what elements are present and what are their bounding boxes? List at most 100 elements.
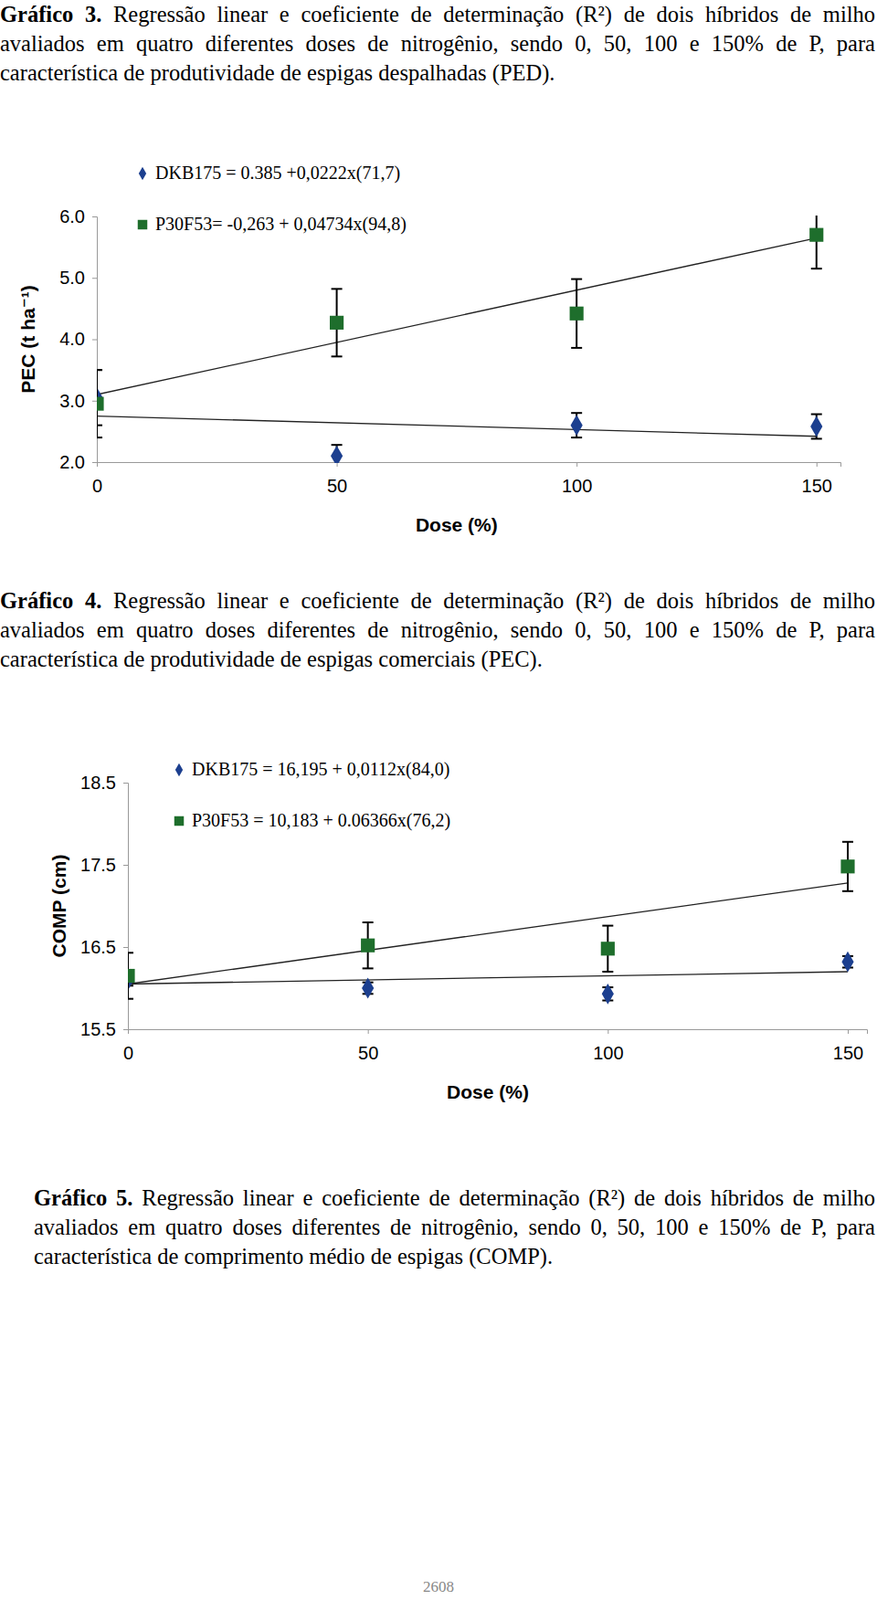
legend-marker — [174, 816, 184, 826]
x-tick-label: 0 — [123, 1043, 134, 1064]
y-tick-mark — [92, 339, 97, 341]
error-bar-cap — [570, 278, 582, 281]
error-bar-cap — [96, 436, 103, 439]
error-bar-cap — [842, 890, 854, 893]
marker — [601, 941, 615, 956]
error-bar — [570, 412, 582, 438]
caption-text: Regressão linear e coeficiente de determ… — [0, 588, 876, 672]
y-tick-mark — [123, 782, 128, 784]
x-tick-mark — [607, 1029, 609, 1035]
y-axis: 2.0 3.0 4.0 5.0 6.0 — [59, 206, 97, 473]
y-tick-mark — [92, 277, 97, 279]
caption-label: Gráfico 4. — [0, 588, 102, 613]
y-tick-label: 17.5 — [80, 855, 117, 876]
trend-line — [127, 972, 848, 985]
caption: Gráfico 4. Regressão linear e coeficient… — [0, 586, 876, 675]
marker — [840, 859, 855, 874]
error-bar-cap — [331, 287, 343, 290]
marker — [810, 416, 823, 438]
plot-area — [96, 215, 824, 464]
marker — [330, 445, 343, 464]
x-tick-mark — [576, 462, 578, 467]
y-tick-mark — [123, 947, 128, 949]
x-tick: 0 — [123, 1029, 134, 1064]
y-axis-line — [123, 783, 129, 1031]
error-bar-cap — [570, 412, 582, 414]
marker — [127, 969, 136, 983]
trend-line — [96, 238, 817, 395]
error-bar-cap — [331, 443, 343, 446]
chart: 05010015015.516.517.518.5Dose (%)COMP (c… — [48, 759, 868, 1103]
y-axis-title: PEC (t ha⁻¹) — [17, 285, 39, 393]
x-tick: 150 — [802, 462, 833, 497]
y-tick-label: 18.5 — [80, 772, 117, 793]
legend: DKB175 = 0.385 +0,0222x(71,7) P30F53= -0,… — [137, 162, 407, 235]
trend-line — [127, 883, 848, 985]
x-tick-label: 100 — [592, 1043, 624, 1064]
caption-label: Gráfico 5. — [33, 1185, 134, 1211]
x-tick-mark — [816, 462, 818, 467]
y-tick: 16.5 — [80, 937, 128, 958]
error-bar-cap — [570, 436, 582, 439]
y-tick: 4.0 — [59, 328, 97, 349]
error-bar-cap — [602, 925, 613, 928]
y-axis: 15.5 16.5 17.5 18.5 — [80, 772, 128, 1040]
x-axis-line — [128, 1030, 868, 1036]
legend: DKB175 = 16,195 + 0,0112x(84,0) P30F53 = … — [174, 759, 451, 832]
marker — [361, 978, 374, 1000]
error-bar-cap — [362, 921, 374, 924]
marker — [570, 414, 583, 436]
error-bar-cap — [127, 998, 134, 1001]
trend-line — [96, 416, 817, 437]
marker — [841, 951, 854, 973]
y-axis-line — [92, 217, 98, 464]
page-number: 2608 — [0, 1578, 877, 1597]
y-tick-mark — [123, 1029, 128, 1031]
x-tick-label: 50 — [358, 1043, 379, 1064]
y-tick: 17.5 — [80, 855, 128, 876]
caption-text: Regressão linear e coeficiente de determ… — [33, 1185, 876, 1269]
y-tick-mark — [123, 865, 128, 867]
x-tick: 150 — [833, 1029, 864, 1064]
legend-marker — [137, 220, 148, 230]
marker — [329, 316, 344, 330]
y-tick: 6.0 — [59, 206, 97, 227]
caption: Gráfico 5. Regressão linear e coeficient… — [33, 1183, 876, 1272]
x-tick-label: 150 — [802, 475, 833, 497]
legend-label: DKB175 = 0.385 +0,0222x(71,7) — [155, 162, 401, 184]
legend-marker — [175, 763, 183, 777]
y-tick: 2.0 — [59, 452, 97, 473]
caption: Gráfico 3. Regressão linear e coeficient… — [0, 0, 876, 88]
marker — [602, 983, 614, 1005]
x-tick-label: 150 — [833, 1043, 864, 1064]
error-bar-cap — [127, 951, 134, 954]
plot-area — [127, 842, 856, 1005]
y-tick-mark — [92, 462, 97, 464]
x-tick: 100 — [592, 1029, 624, 1064]
error-bar-cap — [331, 355, 343, 358]
error-bar — [811, 215, 823, 269]
x-tick-label: 50 — [327, 475, 348, 497]
error-bar-cap — [811, 413, 823, 416]
y-tick-mark — [92, 216, 97, 218]
error-bar-cap — [96, 369, 103, 371]
x-tick-mark — [847, 1029, 849, 1035]
error-bar — [811, 414, 823, 440]
y-tick: 3.0 — [59, 390, 97, 412]
legend-marker — [138, 167, 147, 180]
y-tick: 5.0 — [59, 267, 97, 288]
error-bar — [331, 444, 343, 464]
legend-label: P30F53 = 10,183 + 0.06366x(76,2) — [191, 810, 451, 832]
error-bar-cap — [362, 967, 374, 970]
legend-label: P30F53= -0,263 + 0,04734x(94,8) — [155, 213, 407, 235]
y-tick: 15.5 — [80, 1019, 128, 1040]
x-tick-label: 100 — [561, 475, 592, 497]
chart: 0501001502.03.04.05.06.0Dose (%)PEC (t h… — [17, 162, 842, 536]
marker — [570, 306, 584, 321]
legend-label: DKB175 = 16,195 + 0,0112x(84,0) — [191, 759, 450, 781]
y-tick-label: 15.5 — [80, 1019, 117, 1040]
y-tick-label: 5.0 — [59, 267, 85, 288]
caption-text: Regressão linear e coeficiente de determ… — [0, 1, 876, 85]
error-bar-line — [815, 215, 818, 269]
error-bar-cap — [96, 369, 103, 371]
